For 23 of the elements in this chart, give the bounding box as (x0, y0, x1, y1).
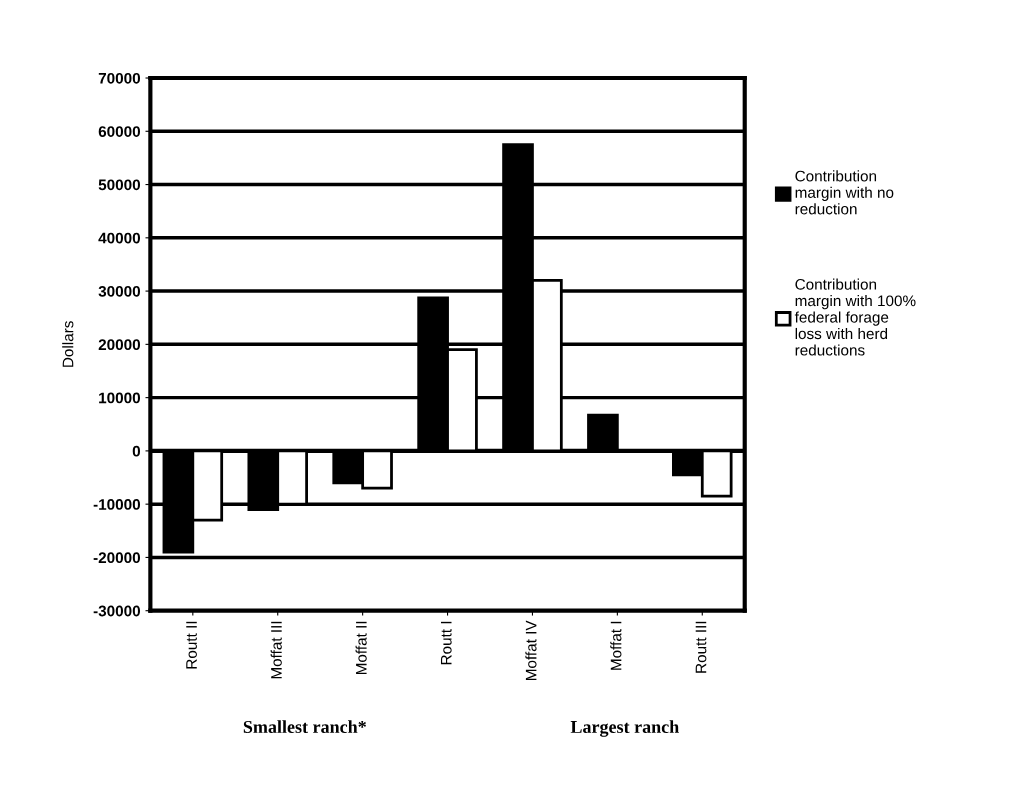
y-tick-label: 30000 (98, 285, 141, 297)
y-tick-label: -20000 (93, 552, 141, 564)
y-axis-title: Dollars (62, 321, 74, 367)
y-tick-label: -10000 (93, 499, 141, 510)
y-tick-label: -30000 (93, 605, 141, 617)
y-tick-label: 50000 (98, 179, 141, 191)
y-tick-label: 0 (132, 445, 141, 457)
text: Smallest ranch* (243, 720, 366, 734)
y-tick-label: 70000 (98, 72, 141, 84)
y-tick-label: 20000 (98, 339, 141, 351)
y-tick-label: 10000 (99, 392, 141, 404)
y-tick-label: 60000 (98, 126, 141, 137)
x-tick-label: Moffat III (270, 621, 282, 679)
y-tick-label: 40000 (98, 232, 141, 244)
x-tick-label: Routt I (440, 621, 452, 665)
x-tick-label: Routt III (695, 621, 707, 673)
legend-label: Contribution margin with no reduction (795, 170, 894, 215)
legend-label: Contribution margin with 100% federal forage loss with herd reductions (794, 278, 916, 356)
x-tick-label: Routt II (186, 621, 197, 669)
x-tick-label: Moffat IV (525, 620, 537, 681)
x-tick-label: Moffat I (610, 621, 622, 670)
x-tick-label: Moffat II (355, 621, 367, 675)
text: Largest ranch (570, 720, 679, 737)
